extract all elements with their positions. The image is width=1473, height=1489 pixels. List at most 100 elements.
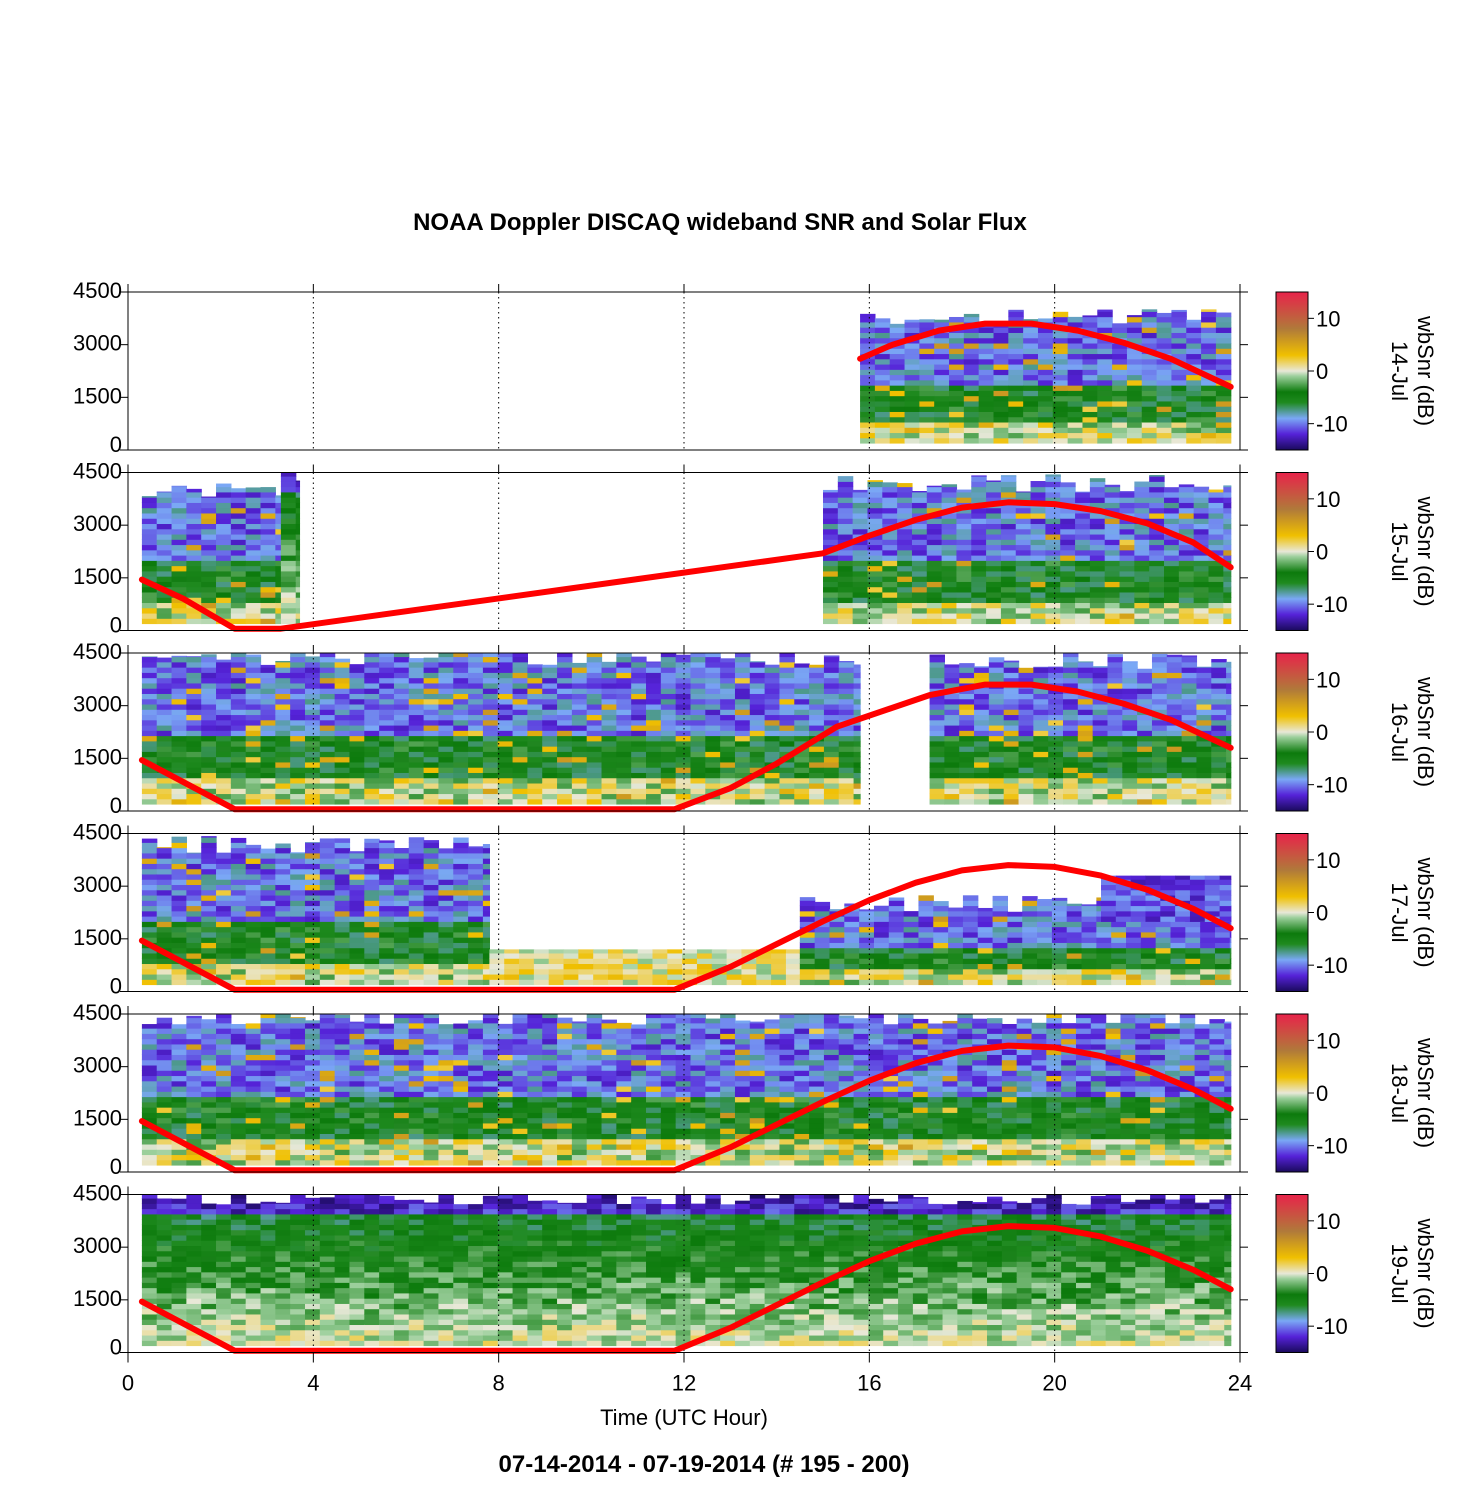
snr-cell — [453, 761, 469, 768]
snr-cell — [141, 682, 158, 689]
snr-cell — [785, 968, 801, 975]
snr-cell — [186, 512, 202, 519]
snr-cell — [453, 910, 469, 917]
snr-cell — [1051, 937, 1068, 943]
snr-cell — [171, 767, 187, 773]
snr-cell — [799, 963, 816, 970]
snr-cell — [453, 746, 469, 752]
snr-cell — [186, 858, 202, 864]
snr-cell — [423, 979, 440, 986]
snr-cell — [926, 591, 943, 598]
snr-cell — [201, 496, 217, 498]
snr-cell — [438, 900, 454, 907]
snr-cell — [1178, 581, 1195, 588]
snr-cell — [860, 337, 876, 344]
snr-cell — [779, 661, 795, 668]
snr-cell — [919, 363, 935, 370]
snr-cell — [652, 952, 668, 959]
snr-cell — [453, 793, 469, 800]
snr-cell — [874, 374, 891, 381]
snr-cell — [295, 591, 301, 598]
snr-cell — [949, 427, 965, 434]
snr-cell — [929, 719, 945, 726]
snr-cell — [1082, 327, 1098, 333]
snr-cell — [512, 719, 528, 726]
snr-cell — [1122, 709, 1138, 716]
snr-cell — [837, 523, 854, 530]
snr-cell — [779, 653, 795, 658]
snr-cell — [216, 507, 232, 514]
snr-cell — [171, 910, 187, 917]
snr-cell — [720, 751, 736, 758]
snr-cell — [542, 761, 558, 768]
snr-cell — [1186, 332, 1202, 339]
snr-cell — [1211, 788, 1227, 795]
snr-cell — [1048, 709, 1064, 716]
snr-cell — [171, 889, 187, 896]
snr-cell — [1171, 353, 1187, 360]
snr-cell — [844, 921, 860, 928]
snr-cell — [1097, 406, 1113, 412]
snr-cell — [948, 952, 964, 959]
snr-cell — [171, 560, 187, 567]
snr-cell — [497, 709, 514, 716]
snr-cell — [364, 677, 380, 684]
snr-cell — [201, 502, 217, 509]
snr-cell — [245, 761, 262, 768]
snr-cell — [986, 612, 1002, 619]
snr-cell — [1149, 549, 1165, 556]
snr-cell — [216, 502, 232, 509]
snr-cell — [364, 931, 380, 938]
snr-cell — [992, 947, 1009, 954]
snr-cell — [720, 698, 736, 705]
snr-cell — [171, 847, 187, 854]
snr-cell — [1155, 926, 1172, 933]
snr-cell — [1164, 507, 1180, 514]
snr-cell — [304, 714, 321, 721]
snr-cell — [379, 709, 395, 716]
snr-cell — [844, 910, 860, 917]
snr-heatmap-16-Jul — [141, 653, 1232, 805]
snr-cell — [794, 793, 810, 800]
snr-cell — [1215, 316, 1232, 323]
snr-cell — [1092, 672, 1109, 679]
snr-cell — [1008, 311, 1024, 318]
snr-cell — [1140, 921, 1157, 928]
snr-cell — [1112, 437, 1128, 444]
snr-cell — [859, 931, 875, 938]
snr-cell — [512, 777, 528, 784]
snr-cell — [1067, 379, 1084, 386]
snr-cell — [423, 709, 440, 716]
snr-cell — [571, 730, 588, 737]
snr-cell — [734, 709, 751, 716]
snr-cell — [926, 581, 943, 588]
snr-cell — [690, 772, 706, 779]
snr-cell — [764, 777, 781, 784]
snr-cell — [156, 730, 173, 737]
snr-cell — [1181, 714, 1198, 721]
snr-cell — [482, 900, 490, 907]
snr-cell — [882, 560, 898, 567]
snr-cell — [660, 703, 677, 710]
snr-cell — [853, 735, 861, 742]
snr-cell — [280, 618, 297, 625]
snr-cell — [438, 958, 454, 965]
snr-cell — [290, 963, 306, 970]
snr-cell — [956, 560, 972, 567]
snr-heatmap-17-Jul — [141, 836, 1232, 986]
snr-cell — [542, 735, 558, 742]
snr-cell — [1051, 931, 1068, 938]
snr-cell — [741, 963, 757, 970]
snr-cell — [186, 597, 202, 604]
snr-cell — [1141, 416, 1158, 423]
snr-cell — [844, 942, 860, 949]
snr-cell — [334, 910, 351, 917]
snr-cell — [423, 916, 440, 922]
snr-cell — [468, 863, 484, 870]
snr-cell — [201, 555, 217, 561]
snr-cell — [423, 667, 440, 673]
snr-cell — [156, 979, 173, 986]
snr-cell — [986, 523, 1002, 530]
snr-cell — [423, 777, 440, 784]
snr-cell — [542, 751, 558, 758]
